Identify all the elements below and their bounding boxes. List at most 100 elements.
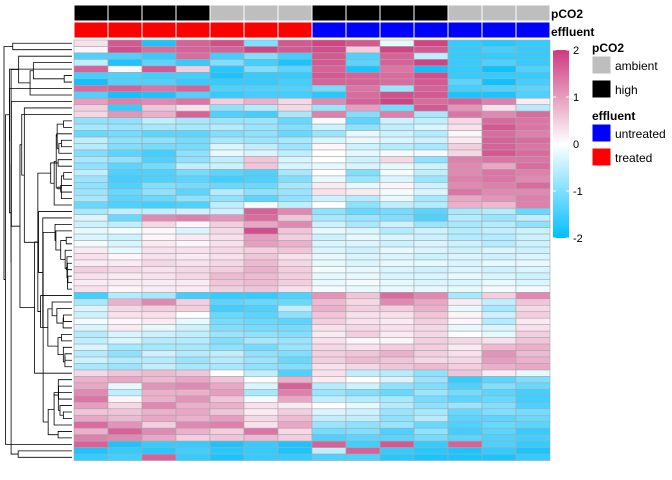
heatmap-cell bbox=[413, 84, 449, 93]
heatmap-cell bbox=[243, 440, 279, 448]
heatmap-cell bbox=[243, 421, 279, 429]
heatmap-cell bbox=[141, 201, 177, 209]
heatmap-cell bbox=[447, 143, 483, 151]
heatmap-cell bbox=[345, 356, 381, 364]
heatmap-cell bbox=[413, 285, 449, 293]
heatmap-cell bbox=[175, 317, 211, 325]
heatmap-cell bbox=[73, 285, 109, 293]
heatmap-cell bbox=[311, 240, 347, 248]
heatmap-cell bbox=[515, 402, 551, 410]
heatmap-cell bbox=[345, 52, 381, 60]
heatmap-cell bbox=[447, 91, 483, 99]
heatmap-cell bbox=[345, 408, 381, 416]
heatmap-cell bbox=[481, 337, 517, 345]
heatmap-cell bbox=[515, 369, 551, 377]
heatmap-cell bbox=[515, 110, 551, 118]
heatmap-cell bbox=[175, 240, 211, 248]
heatmap-cell bbox=[481, 292, 517, 300]
dendrogram-branch bbox=[53, 393, 72, 426]
heatmap-cell bbox=[73, 240, 109, 248]
heatmap-cell bbox=[73, 453, 109, 461]
heatmap-cell bbox=[243, 253, 279, 261]
heatmap-cell bbox=[515, 311, 551, 319]
heatmap-cell bbox=[209, 356, 245, 364]
heatmap-cell bbox=[481, 259, 517, 267]
heatmap-cell bbox=[447, 78, 483, 86]
heatmap-cell bbox=[243, 395, 279, 403]
heatmap-cell bbox=[107, 117, 143, 125]
heatmap-cell bbox=[345, 194, 381, 203]
row-dendrogram bbox=[3, 42, 72, 458]
heatmap-cell bbox=[107, 240, 143, 248]
heatmap-cell bbox=[379, 266, 415, 274]
heatmap-cell bbox=[379, 65, 415, 73]
heatmap-cell bbox=[515, 317, 551, 325]
heatmap-cell bbox=[243, 343, 279, 351]
heatmap-cell bbox=[413, 434, 449, 442]
heatmap-cell bbox=[379, 350, 415, 358]
heatmap-cell bbox=[311, 382, 347, 390]
heatmap-cell bbox=[413, 311, 449, 319]
heatmap-cell bbox=[447, 233, 483, 241]
heatmap-cell bbox=[379, 272, 415, 280]
dendrogram-branch bbox=[57, 337, 64, 356]
heatmap-cell bbox=[311, 97, 347, 106]
heatmap-cell bbox=[73, 246, 109, 254]
heatmap-cell bbox=[481, 324, 517, 332]
heatmap-cell bbox=[413, 130, 449, 138]
dendrogram-branch bbox=[32, 62, 72, 80]
heatmap-cell bbox=[379, 324, 415, 332]
heatmap-cell bbox=[141, 317, 177, 325]
heatmap-cell bbox=[515, 414, 551, 423]
heatmap-cell bbox=[447, 440, 483, 448]
heatmap-cell bbox=[481, 408, 517, 416]
heatmap-cell bbox=[277, 285, 313, 293]
heatmap-cell bbox=[175, 97, 211, 106]
heatmap-cell bbox=[107, 453, 143, 461]
heatmap-cell bbox=[175, 214, 211, 222]
heatmap-cell bbox=[243, 304, 279, 313]
heatmap-cell bbox=[175, 369, 211, 377]
heatmap-cell bbox=[175, 117, 211, 125]
heatmap-cell bbox=[209, 434, 245, 442]
heatmap-cell bbox=[277, 279, 313, 287]
heatmap-cell bbox=[175, 110, 211, 118]
heatmap-cell bbox=[481, 162, 517, 170]
heatmap-cell bbox=[243, 298, 279, 306]
heatmap-cell bbox=[277, 298, 313, 306]
heatmap-cell bbox=[277, 363, 313, 371]
heatmap-cell bbox=[141, 214, 177, 222]
heatmap-cell bbox=[447, 304, 483, 313]
heatmap-cell bbox=[515, 169, 551, 177]
heatmap-cell bbox=[277, 414, 313, 423]
heatmap-cell bbox=[447, 376, 483, 384]
heatmap-cell bbox=[345, 39, 381, 47]
heatmap-cell bbox=[243, 408, 279, 416]
heatmap-cell bbox=[345, 182, 381, 190]
colorbar-gradient bbox=[553, 50, 569, 238]
heatmap-cell bbox=[175, 136, 211, 144]
colorbar-tick-label: 0 bbox=[573, 139, 579, 151]
heatmap-cell bbox=[141, 59, 177, 67]
heatmap-cell bbox=[175, 324, 211, 332]
heatmap-cell bbox=[379, 91, 415, 99]
heatmap-cell bbox=[209, 233, 245, 241]
heatmap-cell bbox=[515, 104, 551, 112]
heatmap-cell bbox=[141, 46, 177, 54]
heatmap-cell bbox=[345, 447, 381, 455]
heatmap-cell bbox=[209, 363, 245, 371]
heatmap-cell bbox=[209, 175, 245, 183]
heatmap-cell bbox=[413, 182, 449, 190]
heatmap-cell bbox=[209, 97, 245, 106]
heatmap-cell bbox=[243, 97, 279, 106]
heatmap-cell bbox=[141, 188, 177, 196]
dendrogram-branch bbox=[56, 308, 72, 324]
heatmap-cell bbox=[515, 91, 551, 99]
heatmap-cell bbox=[107, 175, 143, 183]
dendrogram-branch bbox=[63, 75, 72, 83]
heatmap-cell bbox=[413, 214, 449, 222]
heatmap-cell bbox=[209, 84, 245, 93]
heatmap-cell bbox=[413, 97, 449, 106]
heatmap-cell bbox=[345, 330, 381, 338]
heatmap-cell bbox=[515, 447, 551, 455]
